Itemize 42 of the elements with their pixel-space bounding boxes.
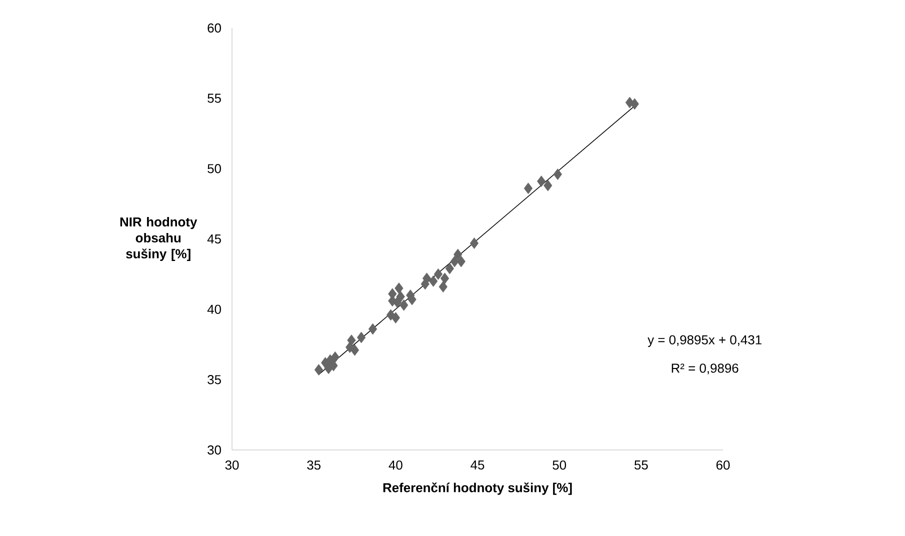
point xyxy=(553,168,562,180)
point xyxy=(428,275,438,287)
point xyxy=(537,176,546,188)
y-tick-label: 55 xyxy=(208,94,221,103)
point xyxy=(400,299,408,311)
y-tick-label: 60 xyxy=(208,23,221,33)
x-tick-label: 45 xyxy=(470,460,484,470)
y-tick-label: 35 xyxy=(208,375,221,384)
point xyxy=(347,334,356,346)
x-axis-title: Referenční hodnoty sušiny [%] xyxy=(383,482,572,495)
point xyxy=(454,248,462,260)
y-tick-label: 40 xyxy=(207,304,221,314)
annotation: y = 0,9895x + 0,431 xyxy=(648,335,762,347)
x-tick-label: 35 xyxy=(307,460,320,470)
point xyxy=(438,281,448,293)
annotation: R² = 0,9896 xyxy=(672,364,738,374)
y-tick-label: 30 xyxy=(208,445,221,455)
y-tick-label: 45 xyxy=(207,234,221,244)
x-tick-label: 60 xyxy=(716,460,730,470)
point xyxy=(356,332,366,344)
point xyxy=(368,323,378,335)
point xyxy=(434,268,443,280)
point xyxy=(440,272,450,284)
point xyxy=(470,238,479,249)
point xyxy=(396,290,405,302)
point xyxy=(630,98,639,110)
point xyxy=(394,282,404,294)
x-tick-label: 30 xyxy=(225,460,239,470)
point xyxy=(314,364,324,376)
y-tick-label: 50 xyxy=(208,164,221,174)
y-axis-title: NIR hodnoty obsahu sušiny [%] xyxy=(120,217,198,261)
point xyxy=(456,256,466,268)
x-tick-label: 40 xyxy=(388,460,402,470)
x-tick-label: 50 xyxy=(552,460,566,470)
point xyxy=(445,262,454,274)
x-tick-label: 55 xyxy=(634,460,648,470)
point xyxy=(330,351,340,363)
point xyxy=(544,180,552,192)
point xyxy=(350,344,360,356)
point xyxy=(391,312,400,324)
point xyxy=(524,182,533,194)
point xyxy=(329,360,338,372)
